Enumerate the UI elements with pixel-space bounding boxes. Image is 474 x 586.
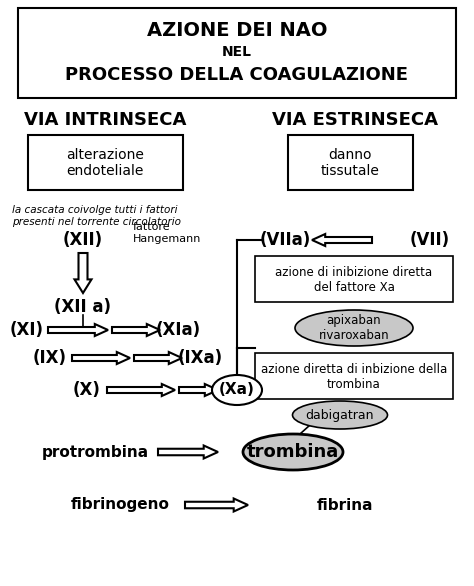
FancyBboxPatch shape [255, 353, 453, 399]
Text: azione diretta di inbizione della
trombina: azione diretta di inbizione della trombi… [261, 363, 447, 391]
Text: (XIa): (XIa) [155, 321, 201, 339]
Polygon shape [112, 324, 160, 336]
Text: (XI): (XI) [10, 321, 44, 339]
Text: (VIIa): (VIIa) [259, 231, 310, 249]
Polygon shape [48, 324, 108, 336]
Text: trombina: trombina [247, 443, 339, 461]
Polygon shape [158, 445, 218, 458]
Ellipse shape [295, 310, 413, 346]
Polygon shape [72, 352, 130, 364]
Text: (X): (X) [73, 381, 101, 399]
FancyBboxPatch shape [288, 135, 413, 190]
Text: protrombina: protrombina [41, 445, 148, 459]
Text: PROCESSO DELLA COAGULAZIONE: PROCESSO DELLA COAGULAZIONE [65, 66, 409, 84]
Text: danno
tissutale: danno tissutale [320, 148, 380, 178]
Polygon shape [134, 352, 182, 364]
Text: fibrinogeno: fibrinogeno [71, 498, 169, 513]
Polygon shape [312, 234, 372, 246]
Text: fattore
Hangemann: fattore Hangemann [133, 222, 201, 244]
FancyBboxPatch shape [28, 135, 183, 190]
Ellipse shape [212, 375, 262, 405]
Text: apixaban
rivaroxaban: apixaban rivaroxaban [319, 314, 389, 342]
Text: (VII): (VII) [410, 231, 450, 249]
Polygon shape [74, 253, 91, 293]
Text: VIA INTRINSECA: VIA INTRINSECA [24, 111, 186, 129]
Text: azione di inibizione diretta
del fattore Xa: azione di inibizione diretta del fattore… [275, 266, 433, 294]
Text: (IX): (IX) [33, 349, 67, 367]
Polygon shape [179, 384, 218, 396]
Text: VIA ESTRINSECA: VIA ESTRINSECA [272, 111, 438, 129]
FancyBboxPatch shape [18, 8, 456, 98]
Text: AZIONE DEI NAO: AZIONE DEI NAO [147, 21, 327, 39]
Text: NEL: NEL [222, 45, 252, 59]
Ellipse shape [292, 401, 388, 429]
Text: dabigatran: dabigatran [306, 408, 374, 421]
Text: (XII): (XII) [63, 231, 103, 249]
Polygon shape [107, 384, 175, 396]
Ellipse shape [243, 434, 343, 470]
Text: fibrina: fibrina [317, 498, 373, 513]
Text: la cascata coivolge tutti i fattori
presenti nel torrente circolatorio: la cascata coivolge tutti i fattori pres… [12, 205, 181, 227]
Text: (Xa): (Xa) [219, 383, 255, 397]
Text: (IXa): (IXa) [177, 349, 223, 367]
Text: alterazione
endoteliale: alterazione endoteliale [66, 148, 144, 178]
FancyBboxPatch shape [255, 256, 453, 302]
Polygon shape [185, 499, 248, 512]
Text: (XII a): (XII a) [55, 298, 111, 316]
